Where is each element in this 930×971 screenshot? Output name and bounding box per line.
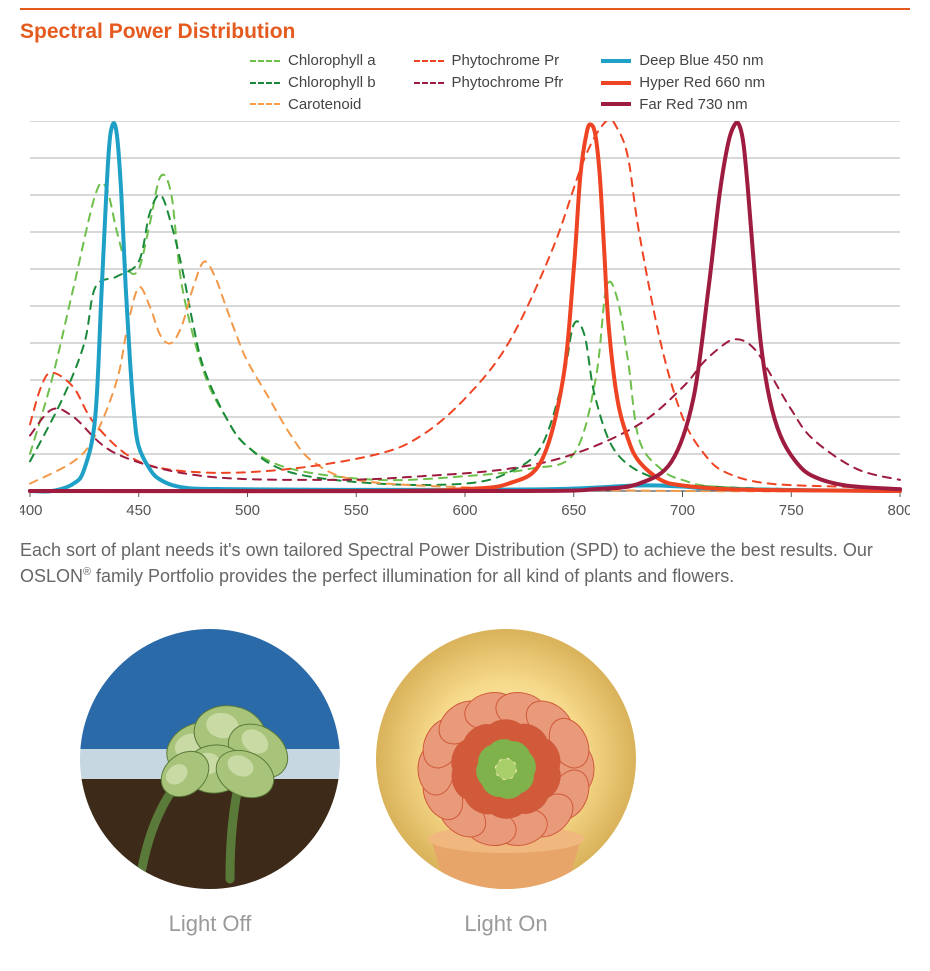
- legend-item: Chlorophyll a: [250, 50, 376, 72]
- legend-item: Far Red 730 nm: [601, 94, 765, 116]
- svg-text:450: 450: [126, 502, 151, 519]
- description-text: Each sort of plant needs it's own tailor…: [20, 537, 910, 589]
- caption-on: Light On: [464, 911, 547, 937]
- plant-photo-off: [80, 629, 340, 889]
- legend-item: Carotenoid: [250, 94, 376, 116]
- legend-item: Phytochrome Pr: [414, 50, 564, 72]
- chart-title: Spectral Power Distribution: [20, 20, 910, 44]
- divider-rule: [20, 8, 910, 10]
- svg-text:700: 700: [670, 502, 695, 519]
- photo-row: Light Off Light On: [20, 629, 910, 937]
- legend-item: Chlorophyll b: [250, 72, 376, 94]
- plant-photo-on: [376, 629, 636, 889]
- svg-text:400: 400: [20, 502, 43, 519]
- legend-item: Hyper Red 660 nm: [601, 72, 765, 94]
- svg-text:500: 500: [235, 502, 260, 519]
- svg-text:750: 750: [779, 502, 804, 519]
- legend-item: Phytochrome Pfr: [414, 72, 564, 94]
- spd-chart: 400 450 500 550 600 650 700 750 800: [20, 121, 910, 521]
- svg-text:800: 800: [887, 502, 910, 519]
- photo-light-on: Light On: [376, 629, 636, 937]
- photo-light-off: Light Off: [80, 629, 340, 937]
- svg-text:550: 550: [344, 502, 369, 519]
- chart-legend: Chlorophyll aChlorophyll bCarotenoid Phyt…: [20, 50, 910, 115]
- svg-text:650: 650: [561, 502, 586, 519]
- caption-off: Light Off: [169, 911, 252, 937]
- legend-item: Deep Blue 450 nm: [601, 50, 765, 72]
- svg-text:600: 600: [452, 502, 477, 519]
